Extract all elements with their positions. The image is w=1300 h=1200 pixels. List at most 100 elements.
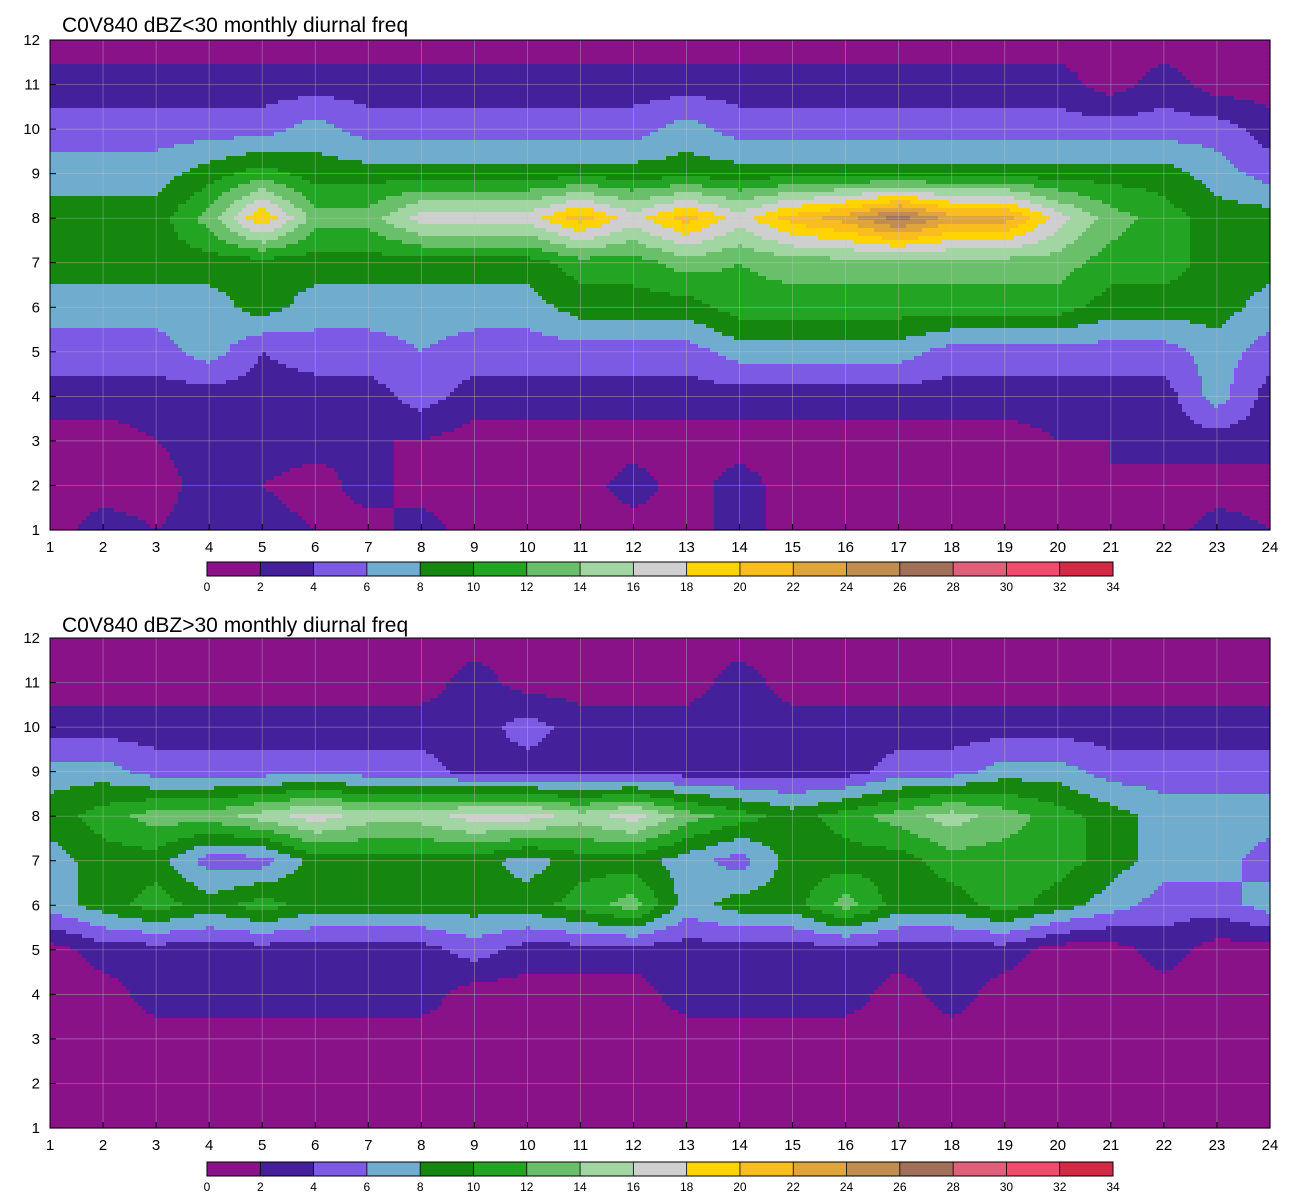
contour-cell [78,890,143,895]
colorbar-swatch [580,562,634,576]
contour-cell [178,500,283,505]
contour-cell [558,336,735,341]
contour-cell [386,180,871,185]
contour-cell [782,698,1271,703]
contour-cell [174,508,291,513]
contour-cell [862,204,899,209]
colorbar-tick-label: 6 [364,1180,371,1194]
contour-cell [618,496,651,501]
contour-cell [282,208,303,213]
contour-cell [386,236,539,241]
contour-cell [50,80,1083,85]
contour-cell [594,208,627,213]
contour-cell [674,790,779,795]
contour-cell [950,200,1031,205]
contour-cell [214,786,539,791]
contour-cell [178,204,211,209]
x-tick-label: 22 [1156,1137,1173,1154]
contour-cell [446,766,875,771]
contour-cell [1066,276,1179,281]
contour-cell [702,300,1091,305]
x-tick-label: 24 [1262,539,1279,556]
contour-cell [834,228,875,233]
contour-cell [50,1030,1271,1035]
contour-cell [50,56,1271,61]
contour-cell [738,104,1267,109]
contour-cell [1138,818,1271,823]
contour-cell [662,248,723,253]
contour-cell [734,786,847,791]
contour-cell [170,336,247,341]
contour-cell [982,986,1271,991]
contour-cell [474,328,531,333]
contour-cell [274,256,531,261]
contour-cell [50,384,387,389]
contour-cell [562,898,619,903]
contour-cell [1250,344,1271,349]
contour-cell [666,926,795,931]
contour-cell [582,822,659,827]
contour-cell [710,224,771,229]
contour-cell [166,942,255,947]
contour-cell [50,356,195,361]
contour-cell [50,476,183,481]
contour-cell [854,1010,943,1015]
contour-cell [1030,200,1059,205]
contour-cell [766,512,1207,517]
contour-cell [650,794,711,799]
contour-cell [394,528,447,531]
contour-cell [282,500,355,505]
contour-cell [566,894,627,899]
contour-cell [1066,220,1095,225]
contour-cell [50,1102,1271,1107]
contour-cell [1074,204,1111,209]
contour-cell [1190,172,1247,177]
contour-cell [706,690,775,695]
contour-cell [50,104,267,109]
contour-cell [398,396,447,401]
colorbar-tick-label: 26 [893,1180,907,1194]
contour-cell [498,950,1031,955]
contour-cell [674,798,743,803]
contour-cell [50,982,123,987]
contour-cell [1110,452,1271,457]
contour-cell [50,60,1271,65]
contour-cell [1094,180,1203,185]
contour-cell [102,970,1007,975]
contour-cell [846,786,903,791]
contour-cell [418,200,567,205]
contour-cell [766,484,1271,489]
contour-cell [50,52,1271,57]
contour-cell [274,192,303,197]
contour-cell [502,726,555,731]
contour-cell [50,436,155,441]
contour-cell [974,998,1271,1003]
contour-cell [582,220,611,225]
contour-cell [158,440,395,445]
contour-cell [1254,846,1271,851]
contour-cell [170,906,247,911]
contour-cell [78,894,139,899]
contour-cell [50,448,167,453]
contour-cell [406,228,547,233]
contour-cell [1098,252,1191,257]
contour-cell [1258,842,1271,847]
contour-cell [938,224,1019,229]
contour-cell [1090,898,1143,903]
contour-cell [98,508,115,513]
contour-cell [1130,906,1255,911]
contour-cell [750,862,779,867]
contour-cell [290,508,395,513]
contour-cell [698,344,947,349]
contour-cell [598,922,647,927]
contour-cell [1238,168,1271,173]
colorbar-tick-label: 16 [627,1180,641,1194]
contour-cell [122,982,471,987]
contour-cell [302,858,507,863]
x-axis: 1 2 3 4 5 6 7 8 9 10 11 12 13 14 15 16 17 18 19 20 21 22 23 24 [46,524,1279,556]
contour-cell [494,670,723,675]
y-tick-label: 2 [32,1075,40,1092]
contour-cell [238,212,255,217]
contour-cell [422,1014,687,1019]
colorbar-swatch [313,562,368,576]
